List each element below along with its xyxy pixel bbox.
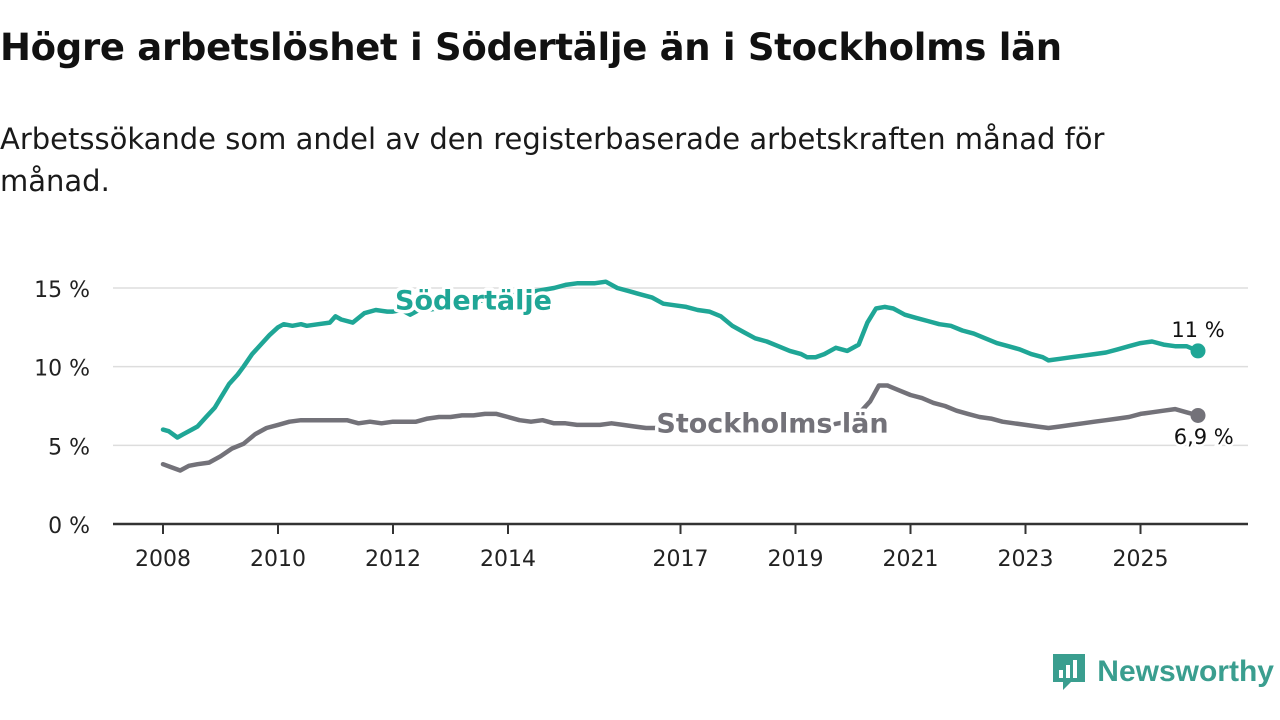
y-tick-label: 5 % xyxy=(48,435,90,460)
series-label: Södertälje xyxy=(395,286,552,317)
x-tick-label: 2012 xyxy=(365,547,421,572)
brand-name: Newsworthy xyxy=(1097,655,1274,688)
x-tick-label: 2017 xyxy=(653,547,709,572)
series-end-point xyxy=(1190,407,1206,423)
x-tick-label: 2021 xyxy=(883,547,939,572)
series-line-sodertalje xyxy=(160,279,1201,440)
brand[interactable]: Newsworthy xyxy=(1051,652,1274,692)
y-tick-label: 10 % xyxy=(34,357,90,382)
y-tick-label: 15 % xyxy=(34,278,90,303)
series-end-point xyxy=(1190,343,1206,359)
x-tick-label: 2014 xyxy=(480,547,536,572)
chart-title: Högre arbetslöshet i Södertälje än i Sto… xyxy=(0,26,1062,69)
x-tick-label: 2025 xyxy=(1113,547,1169,572)
x-tick-label: 2010 xyxy=(250,547,306,572)
series-end-label: 6,9 % xyxy=(1174,425,1234,449)
series-line-stockholm xyxy=(160,383,1201,473)
newsworthy-logo-icon xyxy=(1053,654,1086,690)
x-tick-label: 2023 xyxy=(998,547,1054,572)
series-end-label: 11 % xyxy=(1171,318,1224,342)
y-tick-label: 0 % xyxy=(48,514,90,539)
x-tick-label: 2008 xyxy=(135,547,191,572)
x-tick-label: 2019 xyxy=(768,547,824,572)
series-label: Stockholms län xyxy=(656,408,888,439)
chart-subtitle: Arbetssökande som andel av den registerb… xyxy=(0,122,1105,198)
